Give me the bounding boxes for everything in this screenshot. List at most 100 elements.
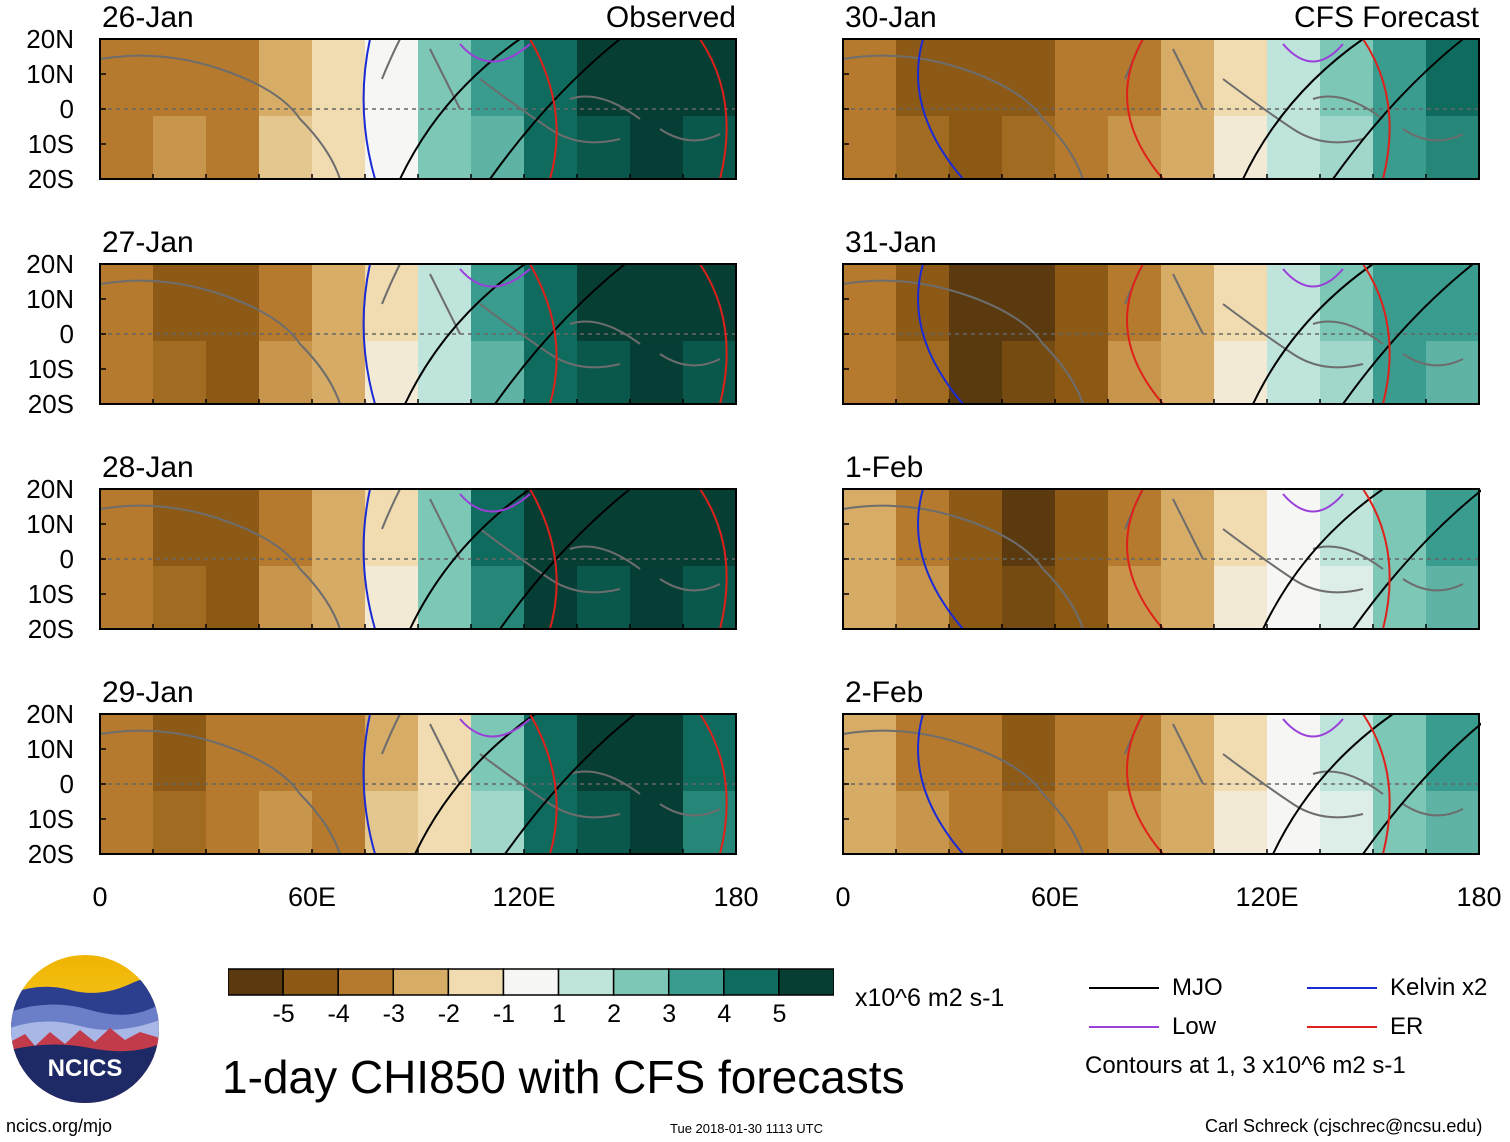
field-cell-sub [1055,566,1109,629]
field-cell-sub [1373,116,1427,179]
field-cell-sub [312,341,366,404]
x-tick-label: 180 [713,882,759,912]
field-cell-sub [1267,341,1321,404]
chart-title: 1-day CHI850 with CFS forecasts [222,1051,905,1103]
field-cell-sub [1161,116,1215,179]
field-cell-sub [100,116,154,179]
panel-date: 31-Jan [845,226,937,259]
x-tick-label: 120E [1235,882,1299,912]
low-contour [1282,268,1344,288]
field-cell-sub [1161,566,1215,629]
field-cell-sub [524,116,578,179]
y-tick-label: 10S [27,804,74,834]
field-cell-sub [683,566,737,629]
field-cell-sub [949,566,1003,629]
logo-text: NCICS [48,1055,123,1082]
mjo-contour [1262,488,1481,630]
field-cell-sub [471,566,525,629]
colorbar-label: 5 [772,1000,787,1028]
y-tick-label: 10S [27,579,74,609]
colorbar-swatch [612,968,670,996]
mjo-contour [1272,713,1481,855]
field-cell-sub [153,116,207,179]
field-cell-sub [206,791,260,854]
field-cell-sub [1320,341,1374,404]
field-cell-sub [1373,341,1427,404]
colorbar-label: -2 [437,1000,460,1028]
colorbar-label: 3 [662,1000,677,1028]
x-tick-label: 60E [287,882,337,912]
colorbar-swatch [282,968,339,996]
legend-lines [1089,987,1377,1028]
field-cell-sub [1320,566,1374,629]
er-contour [529,263,728,405]
coastline [99,263,721,405]
field-cell-sub [524,566,578,629]
y-tick-label: 10N [26,509,74,539]
field-cell-sub [1055,116,1109,179]
er-contour [1126,38,1391,180]
mjo-contour [1252,263,1474,405]
field-cell-sub [1214,566,1268,629]
mjo-contour [399,38,621,180]
colorbar-swatch [778,968,834,996]
field-cell-sub [1161,791,1215,854]
field-cell-sub [1267,116,1321,179]
colorbar [228,968,834,996]
colorbar-swatch [502,968,560,996]
field-cell-sub [259,791,313,854]
y-tick-label: 0 [59,544,74,574]
y-tick-label: 20N [26,474,74,504]
field-cell-sub [683,791,737,854]
colorbar-swatch [723,968,780,996]
field-cell-sub [1426,116,1480,179]
mjo-contour [409,488,631,630]
field-cell-sub [1002,116,1056,179]
field-cell-sub [206,341,260,404]
panel-date: 2-Feb [845,676,924,709]
field-cell-sub [630,341,684,404]
field-cell-sub [896,566,950,629]
ncics-logo: NCICS [11,955,159,1103]
colorbar-label: 4 [717,1000,732,1028]
forecast-label: CFS Forecast [1293,1,1479,34]
field-cell-sub [1161,341,1215,404]
map-panel-28-jan [99,488,737,630]
kelvin-contour [362,38,376,180]
field-cell-sub [1108,566,1162,629]
coastline [99,713,721,855]
field-cell-sub [630,566,684,629]
field-cell-sub [1267,791,1321,854]
field-cell-sub [1002,566,1056,629]
field-cell-sub [206,566,260,629]
field-cell-sub [843,341,897,404]
colorbar-swatch [392,968,450,996]
y-tick-label: 20S [27,839,74,869]
units-label: x10^6 m2 s-1 [855,984,1005,1012]
legend-kelvin-label: Kelvin x2 [1390,974,1488,1001]
colorbar-label: -3 [382,1000,405,1028]
field-cell-sub [896,116,950,179]
er-contour [529,38,728,180]
kelvin-contour [362,713,376,855]
footer-author: Carl Schreck (cjschrec@ncsu.edu) [1205,1116,1483,1136]
field-cell-sub [524,791,578,854]
y-tick-label: 10S [27,129,74,159]
coastline [99,488,721,630]
field-cell-sub [365,566,419,629]
colorbar-label: -1 [492,1000,516,1028]
field-cell-sub [896,791,950,854]
field-cell-sub [100,341,154,404]
field-cell-sub [896,341,950,404]
map-panel-26-jan [99,38,737,180]
panel-date: 27-Jan [102,226,194,259]
field-cell-sub [577,566,631,629]
low-contour [459,268,531,288]
field-cell-sub [1426,566,1480,629]
low-contour [1282,43,1344,63]
map-panel-2-feb [842,713,1481,855]
kelvin-contour [917,38,964,180]
field-cell-sub [1373,791,1427,854]
y-tick-label: 0 [59,769,74,799]
y-tick-label: 0 [59,94,74,124]
